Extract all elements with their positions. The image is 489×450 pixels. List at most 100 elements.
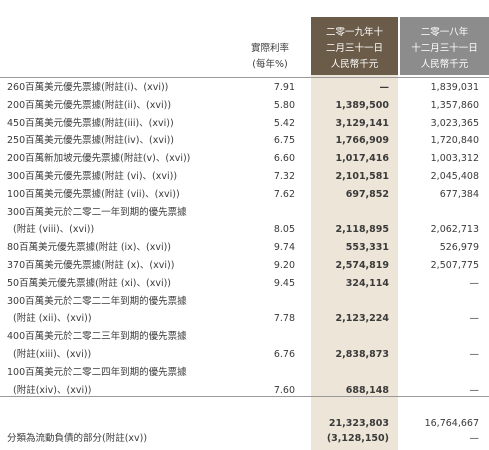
row-value-2019: 697,852 bbox=[345, 188, 389, 200]
row-rate: 9.20 bbox=[273, 260, 295, 271]
row-label: 50百萬美元優先票據(附註 (xi)、(xvi)) bbox=[7, 277, 171, 289]
row-label: 250百萬美元優先票據(附註(iv)、(xvi)) bbox=[7, 135, 175, 147]
row-value-2019: 2,123,224 bbox=[335, 313, 390, 325]
total-row: 21,323,803 16,764,667 bbox=[0, 416, 489, 432]
row-label: 200百萬美元優先票據(附註(ii)、(xvi)) bbox=[7, 99, 172, 111]
row-value-2019: 1,766,909 bbox=[335, 135, 390, 147]
row-label: (附註 (viii)、(xvi)) bbox=[13, 224, 95, 236]
row-value-2018: 2,507,775 bbox=[430, 260, 479, 271]
row-value-2018: 1,839,031 bbox=[430, 82, 479, 93]
row-label: 80百萬美元優先票據(附註 (ix)、(xvi)) bbox=[7, 242, 171, 254]
row-rate: 7.60 bbox=[273, 384, 295, 396]
row-value-2018: 526,979 bbox=[439, 242, 479, 254]
table-row: 80百萬美元優先票據(附註 (ix)、(xvi)) 9.74 553,331 526,… bbox=[0, 240, 489, 256]
current-portion-row: 分類為流動負債的部分(附註(xv)) (3,128,150) — bbox=[0, 431, 489, 447]
header-2018: 二零一八年 十二月三十一日 人民幣千元 bbox=[400, 17, 489, 75]
table-row: (附註(xiii)、(xvi)) 6.76 2,838,873 — bbox=[0, 347, 489, 363]
table-row: 300百萬美元於二零二二年到期的優先票據 bbox=[0, 294, 489, 310]
row-rate: 9.74 bbox=[273, 242, 295, 254]
header-2019-line2: 二月三十一日 bbox=[325, 43, 383, 54]
row-label: (附註 (xii)、(xvi)) bbox=[13, 313, 92, 325]
row-value-2018: 677,384 bbox=[439, 188, 479, 200]
row-rate: 5.42 bbox=[273, 117, 295, 129]
row-rate: 7.78 bbox=[273, 313, 295, 325]
current-portion-2019: (3,128,150) bbox=[326, 433, 389, 444]
row-rate: 6.60 bbox=[273, 153, 295, 165]
table-row: (附註 (xii)、(xvi)) 7.78 2,123,224 — bbox=[0, 311, 489, 327]
row-value-2019: 553,331 bbox=[345, 242, 389, 254]
header-2018-line1: 二零一八年 bbox=[420, 27, 469, 38]
row-value-2018: 1,357,860 bbox=[430, 99, 479, 111]
table-row: 300百萬美元優先票據(附註 (vi)、(xvi)) 7.32 2,101,581 2… bbox=[0, 169, 489, 185]
row-label: 300百萬美元優先票據(附註 (vi)、(xvi)) bbox=[7, 171, 178, 182]
row-rate: 6.76 bbox=[273, 349, 295, 360]
row-label: 300百萬美元於二零二一年到期的優先票據 bbox=[7, 206, 187, 218]
row-value-2018: 2,062,713 bbox=[430, 224, 479, 236]
table-row: 200百萬新加坡元優先票據(附註(v)、(xvi)) 6.60 1,017,416 1… bbox=[0, 151, 489, 167]
row-value-2019: 688,148 bbox=[345, 384, 389, 396]
row-value-2018: 2,045,408 bbox=[430, 171, 479, 182]
row-value-2019: 2,574,819 bbox=[335, 260, 390, 271]
table-row: 260百萬美元優先票據(附註(i)、(xvi)) 7.91 — 1,839,031 bbox=[0, 80, 489, 96]
row-label: (附註(xiii)、(xvi)) bbox=[13, 349, 92, 360]
row-label: (附註(xiv)、(xvi)) bbox=[13, 384, 92, 396]
row-rate: 7.32 bbox=[273, 171, 295, 182]
rate-header-line2: (每年%) bbox=[252, 59, 288, 70]
table-row: 100百萬美元於二零二四年到期的優先票據 bbox=[0, 365, 489, 381]
header-rule bbox=[0, 77, 489, 78]
col-2018-bg bbox=[400, 17, 489, 450]
header-2019: 二零一九年十 二月三十一日 人民幣千元 bbox=[311, 17, 398, 75]
row-label: 300百萬美元於二零二二年到期的優先票據 bbox=[7, 295, 187, 307]
row-value-2019: 2,118,895 bbox=[335, 224, 390, 236]
table-row: (附註(xiv)、(xvi)) 7.60 688,148 — bbox=[0, 383, 489, 399]
row-value-2019: 2,838,873 bbox=[335, 349, 390, 360]
row-rate: 9.45 bbox=[273, 277, 295, 289]
row-label: 260百萬美元優先票據(附註(i)、(xvi)) bbox=[7, 82, 169, 93]
row-value-2018: — bbox=[469, 313, 480, 325]
total-2019: 21,323,803 bbox=[328, 418, 389, 429]
table-row: 100百萬美元優先票據(附註 (vii)、(xvi)) 7.62 697,852 67… bbox=[0, 187, 489, 203]
row-rate: 8.05 bbox=[273, 224, 295, 236]
table-row: (附註 (viii)、(xvi)) 8.05 2,118,895 2,062,713 bbox=[0, 222, 489, 238]
row-label: 370百萬美元優先票據(附註 (x)、(xvi)) bbox=[7, 260, 175, 271]
table-row: 450百萬美元優先票據(附註(iii)、(xvi)) 5.42 3,129,141 3… bbox=[0, 116, 489, 132]
rate-header-line1: 實際利率 bbox=[250, 43, 289, 54]
table-row: 300百萬美元於二零二一年到期的優先票據 bbox=[0, 205, 489, 221]
row-label: 450百萬美元優先票據(附註(iii)、(xvi)) bbox=[7, 117, 174, 129]
total-2018: 16,764,667 bbox=[424, 418, 479, 429]
row-value-2019: 2,101,581 bbox=[335, 171, 390, 182]
row-value-2019: 3,129,141 bbox=[335, 117, 390, 129]
row-value-2018: 3,023,365 bbox=[430, 117, 479, 129]
header-2018-line3: 人民幣千元 bbox=[420, 59, 469, 70]
table-row: 370百萬美元優先票據(附註 (x)、(xvi)) 9.20 2,574,819 2,… bbox=[0, 258, 489, 274]
row-value-2019: — bbox=[379, 82, 390, 93]
table-row: 50百萬美元優先票據(附註 (xi)、(xvi)) 9.45 324,114 — bbox=[0, 276, 489, 292]
row-label: 100百萬美元優先票據(附註 (vii)、(xvi)) bbox=[7, 188, 180, 200]
row-value-2019: 1,017,416 bbox=[335, 153, 390, 165]
header-2019-line1: 二零一九年十 bbox=[325, 27, 383, 38]
current-portion-label: 分類為流動負債的部分(附註(xv)) bbox=[7, 433, 148, 444]
row-value-2018: — bbox=[469, 349, 480, 360]
row-rate: 7.91 bbox=[273, 82, 295, 93]
table-row: 250百萬美元優先票據(附註(iv)、(xvi)) 6.75 1,766,909 1,… bbox=[0, 133, 489, 149]
row-rate: 7.62 bbox=[273, 188, 295, 200]
row-rate: 6.75 bbox=[273, 135, 295, 147]
row-value-2018: — bbox=[469, 384, 480, 396]
subtotal-rule bbox=[0, 396, 489, 397]
row-value-2019: 324,114 bbox=[345, 277, 389, 289]
row-label: 100百萬美元於二零二四年到期的優先票據 bbox=[7, 366, 187, 378]
header-2018-line2: 十二月三十一日 bbox=[411, 43, 478, 54]
col-2019-bg bbox=[311, 17, 398, 450]
row-label: 400百萬美元於二零二三年到期的優先票據 bbox=[7, 331, 187, 343]
row-value-2018: — bbox=[469, 277, 480, 289]
row-label: 200百萬新加坡元優先票據(附註(v)、(xvi)) bbox=[7, 153, 191, 165]
table-row: 400百萬美元於二零二三年到期的優先票據 bbox=[0, 329, 489, 345]
current-portion-2018: — bbox=[469, 433, 480, 444]
table-row: 200百萬美元優先票據(附註(ii)、(xvi)) 5.80 1,389,500 1,… bbox=[0, 98, 489, 114]
row-rate: 5.80 bbox=[273, 99, 295, 111]
row-value-2018: 1,720,840 bbox=[430, 135, 479, 147]
row-value-2018: 1,003,312 bbox=[430, 153, 479, 165]
header-2019-line3: 人民幣千元 bbox=[330, 59, 379, 70]
row-value-2019: 1,389,500 bbox=[335, 99, 390, 111]
